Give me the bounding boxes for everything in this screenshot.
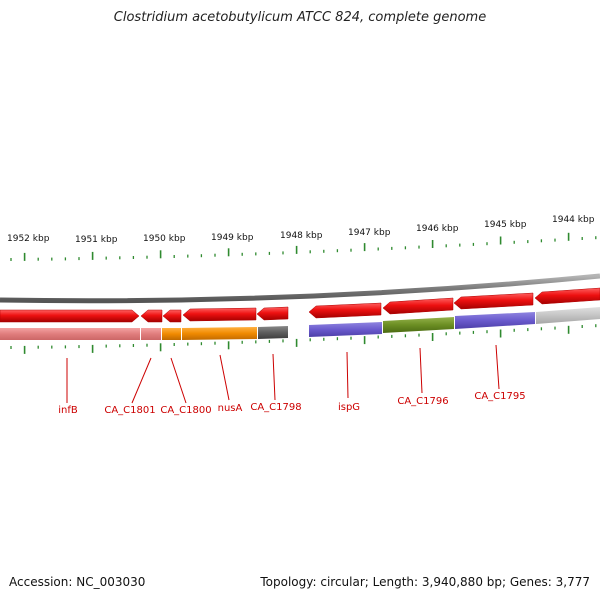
feature-arrow[interactable] xyxy=(534,287,600,305)
gene-label[interactable]: CA_C1801 xyxy=(104,405,155,416)
accession-text: Accession: NC_003030 xyxy=(9,575,146,589)
feature-arrow[interactable] xyxy=(140,309,163,323)
band-segment[interactable] xyxy=(162,328,181,340)
scale-label: 1949 kbp xyxy=(211,233,254,243)
map-title: Clostridium acetobutylicum ATCC 824, com… xyxy=(113,10,487,25)
band-segment[interactable] xyxy=(258,326,288,339)
forward-features[interactable] xyxy=(0,287,600,323)
scale-ticks-upper xyxy=(10,232,597,261)
gene-labels: infB CA_C1801 CA_C1800 nusA CA_C1798 isp… xyxy=(58,391,525,416)
gene-label[interactable]: CA_C1795 xyxy=(474,391,525,402)
scale-label: 1945 kbp xyxy=(484,220,527,230)
feature-arrow[interactable] xyxy=(308,302,382,319)
scale-label: 1946 kbp xyxy=(416,224,459,234)
feature-arrow[interactable] xyxy=(162,309,182,323)
band-segment[interactable] xyxy=(0,328,140,340)
feature-arrow[interactable] xyxy=(382,297,454,315)
band-segment[interactable] xyxy=(455,312,535,329)
scale-label: 1951 kbp xyxy=(75,235,118,245)
scale-label: 1952 kbp xyxy=(7,234,50,244)
gene-label[interactable]: CA_C1798 xyxy=(250,402,301,413)
scale-ticks-lower xyxy=(10,324,597,354)
genome-backbone xyxy=(0,273,600,304)
scale-label: 1944 kbp xyxy=(552,215,595,225)
gene-label[interactable]: infB xyxy=(58,405,78,416)
scale-labels: 1952 kbp 1951 kbp 1950 kbp 1949 kbp 1948… xyxy=(7,215,595,245)
scale-label: 1948 kbp xyxy=(280,231,323,241)
band-segment[interactable] xyxy=(141,328,161,340)
feature-arrow[interactable] xyxy=(182,307,257,322)
feature-arrow[interactable] xyxy=(256,306,289,321)
gene-label[interactable]: nusA xyxy=(218,403,243,414)
scale-label: 1950 kbp xyxy=(143,234,186,244)
band-segment[interactable] xyxy=(309,322,382,337)
genome-summary-text: Topology: circular; Length: 3,940,880 bp… xyxy=(260,575,590,589)
band-segment[interactable] xyxy=(536,307,600,324)
scale-label: 1947 kbp xyxy=(348,228,391,238)
feature-arrow[interactable] xyxy=(453,292,534,310)
gene-label[interactable]: ispG xyxy=(338,402,360,413)
band-segment[interactable] xyxy=(182,327,257,340)
label-leaders xyxy=(66,344,500,404)
band-segment[interactable] xyxy=(383,317,454,333)
feature-arrow[interactable] xyxy=(0,309,140,323)
gene-label[interactable]: CA_C1800 xyxy=(160,405,211,416)
gene-label[interactable]: CA_C1796 xyxy=(397,396,448,407)
category-band[interactable] xyxy=(0,307,600,340)
